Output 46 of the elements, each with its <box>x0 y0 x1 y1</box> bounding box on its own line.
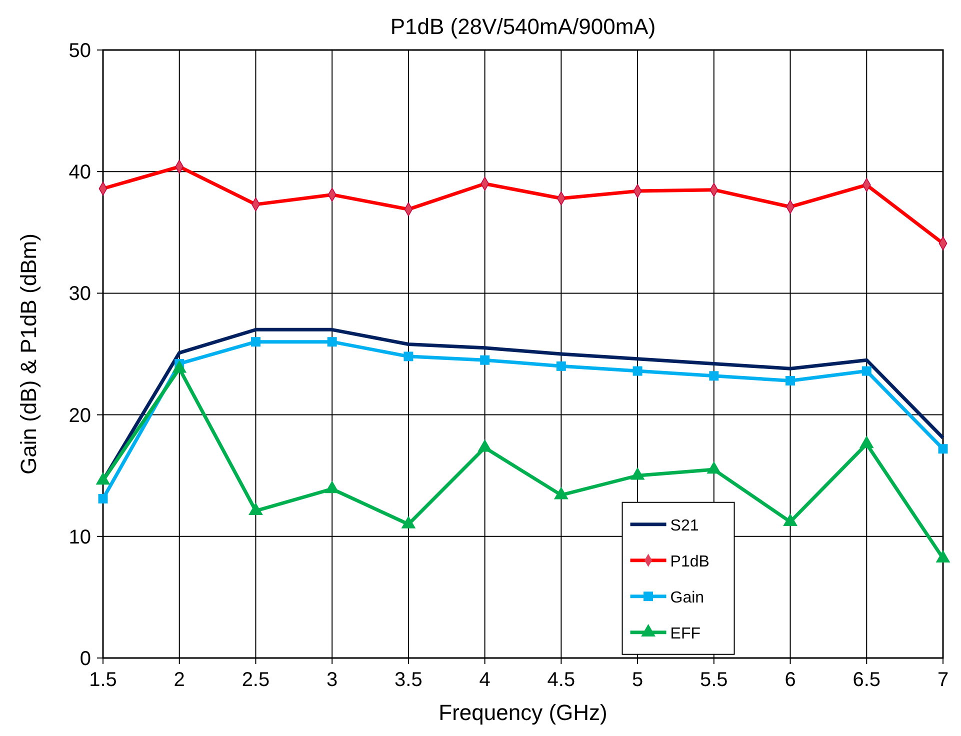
legend-label: EFF <box>670 625 701 642</box>
x-tick-label: 4.5 <box>547 669 576 691</box>
x-tick-label: 5.5 <box>700 669 728 691</box>
point <box>327 337 337 347</box>
point <box>480 355 490 365</box>
x-tick-label: 5 <box>632 669 644 691</box>
point <box>324 480 340 494</box>
point <box>783 513 798 526</box>
x-tick-label: 6.5 <box>852 669 881 691</box>
point <box>936 550 950 562</box>
point <box>478 439 492 452</box>
legend-label: P1dB <box>670 553 710 570</box>
x-tick-label: 1.5 <box>89 669 117 691</box>
x-tick-label: 3 <box>326 669 338 691</box>
point <box>401 516 416 528</box>
y-tick-label: 30 <box>68 283 91 306</box>
chart-title: P1dB (28V/540mA/900mA) <box>390 14 656 39</box>
y-tick-label: 50 <box>68 40 91 62</box>
legend-label: Gain <box>670 589 704 606</box>
point <box>709 371 719 381</box>
y-tick-label: 40 <box>68 162 91 184</box>
point <box>786 376 796 386</box>
x-tick-label: 3.5 <box>394 669 422 691</box>
point <box>632 366 642 376</box>
legend-label: S21 <box>670 517 699 534</box>
x-tick-label: 2 <box>174 669 185 691</box>
y-axis-title: Gain (dB) & P1dB (dBm) <box>16 234 41 474</box>
point <box>556 361 566 371</box>
x-tick-label: 2.5 <box>242 669 270 691</box>
point <box>250 337 260 347</box>
point <box>96 472 110 485</box>
x-tick-label: 4 <box>479 669 490 691</box>
x-tick-label: 6 <box>784 669 796 691</box>
y-tick-label: 0 <box>80 648 91 670</box>
point <box>862 366 872 376</box>
x-tick-label: 7 <box>937 669 949 691</box>
point <box>630 467 645 480</box>
point <box>706 461 722 474</box>
point <box>554 486 568 500</box>
x-axis-title: Frequency (GHz) <box>438 700 608 725</box>
point <box>248 502 263 516</box>
point <box>859 436 874 448</box>
point <box>172 360 187 373</box>
point <box>404 352 414 362</box>
y-tick-label: 20 <box>68 404 91 427</box>
y-tick-label: 10 <box>68 526 91 548</box>
